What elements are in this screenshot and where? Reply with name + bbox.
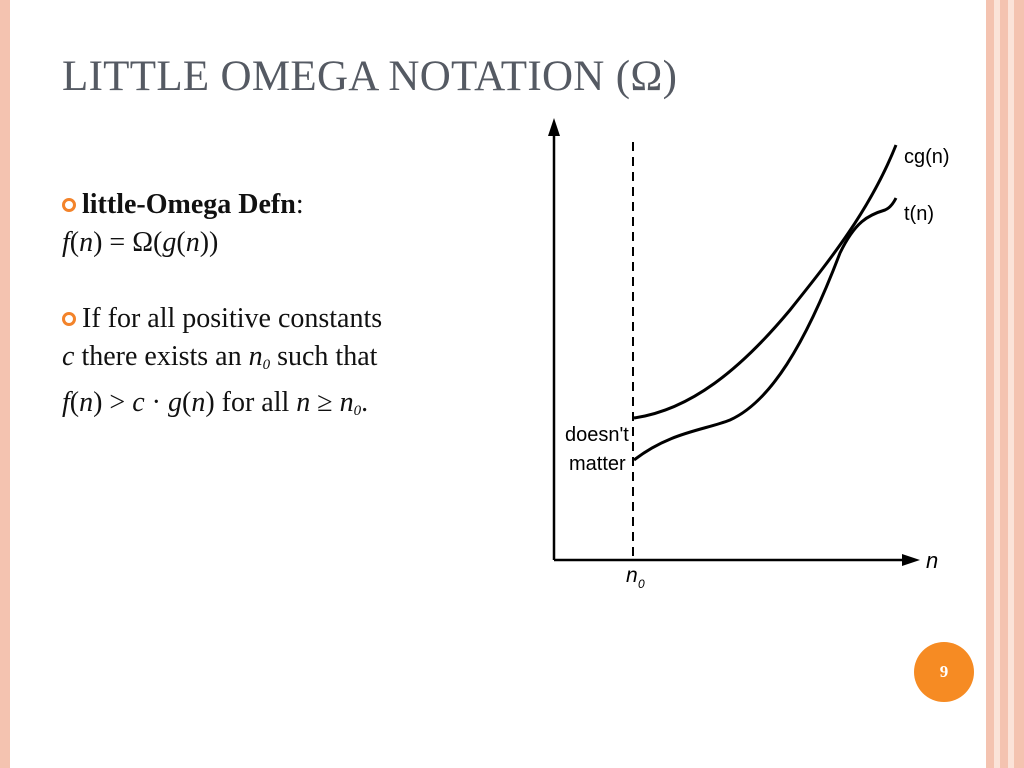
bullet-icon: [62, 198, 76, 212]
bullet-icon: [62, 312, 76, 326]
t-curve: [633, 197, 898, 462]
left-frame-border: [0, 0, 10, 768]
right-stripe-1: [986, 0, 994, 768]
slide-title: LITTLE OMEGA NOTATION (Ω): [62, 53, 678, 100]
region-label-line-1: doesn't: [565, 424, 629, 446]
asymptotic-graph: cg(n) t(n) doesn't matter n n 0: [548, 118, 950, 591]
slide-canvas: [10, 0, 986, 768]
cg-curve-label: cg(n): [904, 146, 950, 168]
region-label-line-2: matter: [569, 453, 626, 475]
definition-term: little-Omega Defn: [82, 189, 296, 220]
right-stripe-3: [1000, 0, 1008, 768]
right-stripe-5: [1014, 0, 1024, 768]
content-text: little-Omega Defn: f(n) = Ω(g(n)) If for…: [62, 186, 532, 430]
y-axis-arrow-icon: [548, 118, 560, 136]
condition-line-3: f(n) > c · g(n) for all n ≥ n0.: [62, 387, 369, 419]
page-number-badge: 9: [914, 642, 974, 702]
right-stripe-2: [994, 0, 1000, 768]
definition-bullet: little-Omega Defn:: [62, 186, 532, 224]
t-curve-label: t(n): [904, 203, 934, 225]
n0-label: n: [626, 564, 638, 587]
x-axis-label: n: [926, 548, 938, 573]
condition-line-1: If for all positive constants: [82, 303, 383, 334]
right-stripe-4: [1008, 0, 1014, 768]
condition-line-2: c there exists an n0 such that: [62, 341, 378, 373]
definition-formula: f(n) = Ω(g(n)): [62, 227, 219, 258]
x-axis-arrow-icon: [902, 554, 920, 566]
condition-bullet: If for all positive constants: [62, 300, 532, 338]
cg-curve: [633, 144, 898, 420]
n0-subscript: 0: [638, 577, 645, 591]
